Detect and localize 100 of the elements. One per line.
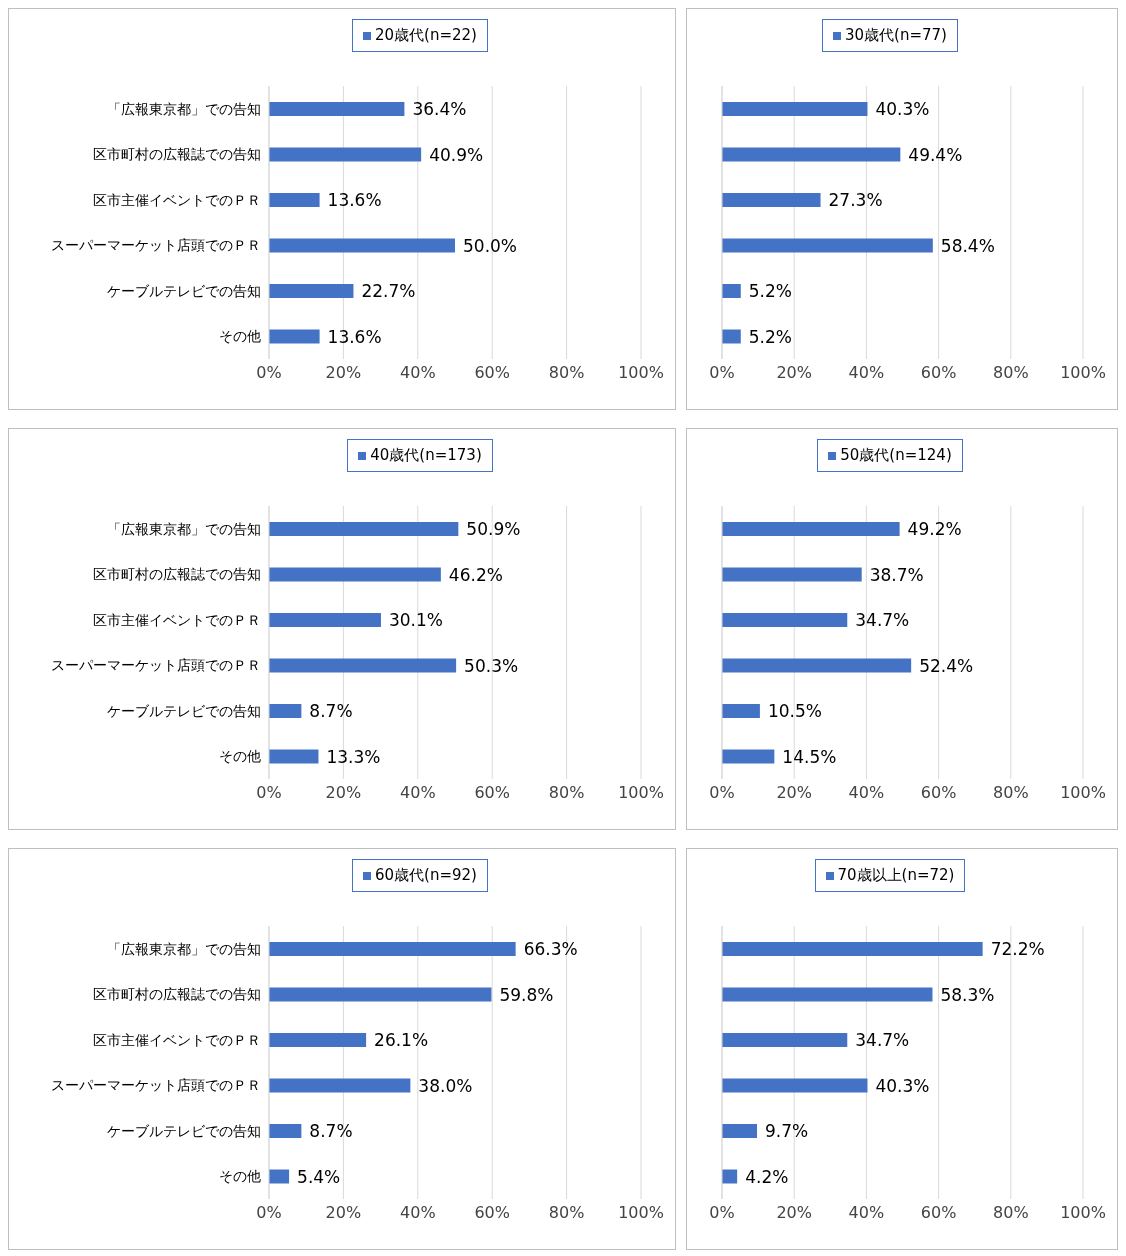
x-tick-label: 80% [993, 363, 1029, 383]
bar [722, 147, 901, 162]
x-tick-label: 20% [776, 1203, 812, 1223]
data-label: 49.2% [907, 519, 962, 539]
data-label: 58.4% [940, 235, 995, 256]
data-label: 30.1% [388, 610, 443, 630]
x-tick-label: 40% [400, 1203, 436, 1223]
x-tick-label: 80% [548, 363, 585, 383]
data-label: 49.4% [908, 144, 963, 165]
x-tick-label: 40% [400, 363, 436, 383]
data-label: 66.3% [523, 939, 578, 959]
data-label: 50.0% [463, 235, 518, 256]
y-tick-label: その他 [219, 328, 261, 345]
data-label: 10.5% [767, 701, 822, 721]
x-tick-label: 60% [474, 1203, 510, 1223]
y-tick-label: ケーブルテレビでの告知 [107, 282, 261, 299]
x-tick-label: 100% [1060, 1203, 1106, 1223]
bar [269, 522, 459, 536]
data-label: 5.2% [748, 281, 792, 301]
data-label: 4.2% [745, 1166, 789, 1187]
x-tick-label: 0% [256, 363, 282, 383]
legend-label: 70歳以上(n=72) [837, 866, 955, 885]
bar [722, 749, 775, 764]
bar [722, 193, 821, 207]
y-tick-label: 区市町村の広報誌での告知 [93, 566, 261, 583]
bar [722, 658, 912, 673]
bar [722, 238, 933, 253]
bar [722, 522, 900, 536]
x-tick-label: 0% [256, 783, 282, 803]
bar [722, 102, 868, 116]
data-label: 40.3% [875, 99, 930, 119]
y-tick-label: スーパーマーケット店頭でのＰＲ [51, 237, 261, 254]
x-tick-label: 100% [1060, 363, 1106, 383]
bar [269, 567, 441, 582]
x-tick-label: 20% [325, 363, 362, 383]
data-label: 46.2% [448, 564, 503, 585]
y-tick-label: 「広報東京都」での告知 [107, 520, 261, 537]
legend-label: 30歳代(n=77) [845, 26, 947, 45]
y-tick-label: スーパーマーケット店頭でのＰＲ [51, 657, 261, 674]
data-label: 59.8% [499, 984, 554, 1005]
x-tick-label: 0% [256, 1203, 282, 1223]
x-tick-label: 0% [709, 363, 735, 383]
x-tick-label: 60% [920, 783, 957, 803]
bar [722, 987, 933, 1002]
bar [269, 238, 455, 253]
y-tick-label: スーパーマーケット店頭でのＰＲ [51, 1077, 261, 1094]
y-tick-label: 区市主催イベントでのＰＲ [93, 611, 261, 628]
y-tick-label: 区市町村の広報誌での告知 [93, 146, 261, 163]
bar [722, 284, 741, 298]
x-tick-label: 20% [325, 1203, 362, 1223]
bar [269, 987, 492, 1002]
bar [269, 942, 516, 956]
data-label: 14.5% [782, 746, 837, 767]
data-label: 58.3% [940, 984, 995, 1005]
bar [722, 1078, 868, 1093]
x-tick-label: 80% [548, 1203, 585, 1223]
bar [722, 1033, 848, 1047]
bar [269, 1169, 290, 1184]
y-tick-label: 「広報東京都」での告知 [107, 940, 261, 957]
data-label: 13.6% [327, 326, 382, 347]
x-tick-label: 80% [993, 1203, 1029, 1223]
x-tick-label: 40% [400, 783, 436, 803]
data-label: 22.7% [361, 281, 416, 301]
bar [269, 1033, 367, 1047]
x-tick-label: 60% [474, 783, 510, 803]
x-tick-label: 20% [325, 783, 362, 803]
x-tick-label: 0% [709, 1203, 735, 1223]
x-tick-label: 100% [618, 1203, 664, 1223]
data-label: 9.7% [765, 1121, 809, 1141]
y-tick-label: その他 [219, 748, 261, 765]
x-tick-label: 40% [848, 1203, 885, 1223]
x-tick-label: 20% [776, 783, 812, 803]
data-label: 38.7% [869, 564, 924, 585]
x-tick-label: 60% [920, 363, 957, 383]
x-tick-label: 60% [474, 363, 510, 383]
data-label: 8.7% [309, 701, 353, 721]
bar [722, 1169, 738, 1184]
bar [269, 749, 319, 764]
bar [722, 704, 760, 718]
bar [269, 193, 320, 207]
legend-label: 60歳代(n=92) [375, 866, 477, 885]
bar [269, 658, 457, 673]
bar [722, 1124, 758, 1138]
data-label: 8.7% [309, 1121, 353, 1141]
x-tick-label: 100% [618, 783, 664, 803]
x-tick-label: 80% [548, 783, 585, 803]
y-tick-label: その他 [219, 1168, 261, 1185]
x-tick-label: 20% [776, 363, 812, 383]
y-tick-label: ケーブルテレビでの告知 [107, 702, 261, 719]
x-tick-label: 40% [848, 783, 885, 803]
data-label: 52.4% [919, 655, 974, 676]
legend-label: 20歳代(n=22) [375, 26, 477, 45]
bar [722, 329, 741, 344]
data-label: 40.3% [875, 1075, 930, 1096]
data-label: 5.2% [748, 326, 792, 347]
bar [269, 613, 381, 627]
data-label: 13.3% [326, 746, 381, 767]
data-label: 72.2% [990, 939, 1045, 959]
data-label: 50.3% [464, 655, 519, 676]
bar [722, 942, 983, 956]
